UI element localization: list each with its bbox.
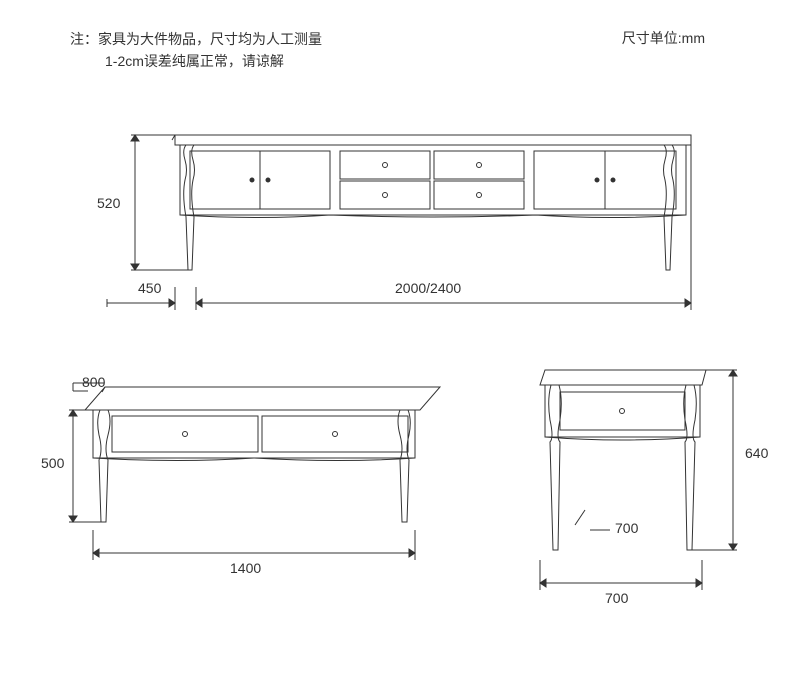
dim-coffee-height: 500 bbox=[41, 455, 64, 471]
drawings-container: 520 450 2000/2400 bbox=[0, 85, 790, 645]
note-line-1: 家具为大件物品，尺寸均为人工测量 bbox=[98, 31, 322, 47]
dim-side-height: 640 bbox=[745, 445, 768, 461]
dim-side-depth-indicator: 700 bbox=[615, 520, 638, 536]
note-prefix: 注： bbox=[70, 31, 98, 47]
note-line-2: 1-2cm误差纯属正常，请谅解 bbox=[105, 53, 284, 69]
side-table-drawing bbox=[485, 350, 765, 630]
dim-tv-height: 520 bbox=[97, 195, 120, 211]
dim-tv-depth: 450 bbox=[138, 280, 161, 296]
dimension-unit: 尺寸单位:mm bbox=[622, 28, 705, 48]
dim-coffee-width: 1400 bbox=[230, 560, 261, 576]
dim-side-width: 700 bbox=[605, 590, 628, 606]
dim-tv-width: 2000/2400 bbox=[395, 280, 461, 296]
dim-coffee-depth: 800 bbox=[82, 374, 105, 390]
